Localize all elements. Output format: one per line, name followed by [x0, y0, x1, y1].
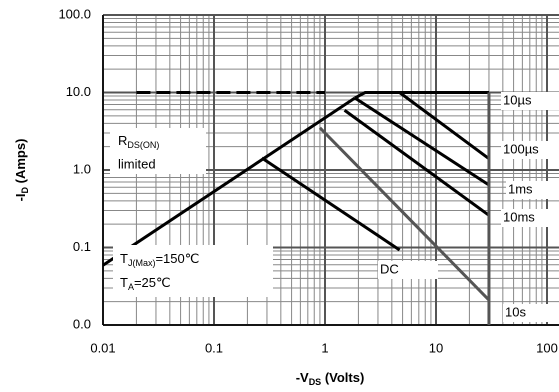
- x-tick-label: 0.01: [90, 340, 115, 355]
- y-axis-label-suffix: (Amps): [13, 139, 28, 187]
- x-tick-label: 1: [321, 340, 328, 355]
- series-line: [318, 126, 491, 302]
- annotation: limited: [118, 156, 156, 171]
- annotation-sub: DS(ON): [127, 140, 159, 150]
- series-label-box: [378, 261, 438, 279]
- y-tick-label: 1.0: [73, 161, 91, 176]
- annotation-suffix: =25℃: [134, 275, 171, 290]
- y-axis-label: -ID (Amps): [13, 139, 30, 202]
- annotation-suffix: =150℃: [155, 251, 199, 266]
- y-tick-label: 10.0: [66, 84, 91, 99]
- annotation-sub: J(Max): [128, 258, 156, 268]
- series-label-box: [501, 141, 559, 159]
- x-axis-label-text: -V: [296, 370, 309, 385]
- annotation-text: T: [120, 251, 128, 266]
- x-tick-label: 10: [429, 340, 443, 355]
- y-axis-label-sub: D: [20, 186, 30, 193]
- series-line: [354, 91, 489, 100]
- series-line: [398, 91, 490, 160]
- series-label-box: [503, 304, 559, 322]
- x-axis-label: -VDS (Volts): [296, 370, 365, 387]
- y-axis-label-text: -I: [13, 193, 28, 201]
- annotation: TA=25℃: [120, 275, 171, 292]
- y-tick-label: 0.0: [73, 316, 91, 331]
- annotation-sub: A: [128, 282, 134, 292]
- x-axis-label-suffix: (Volts): [321, 370, 364, 385]
- annotation-text: R: [118, 133, 127, 148]
- series-label: 10µs: [503, 92, 532, 107]
- x-axis-label-sub: DS: [309, 377, 322, 387]
- series-label: 10s: [505, 304, 526, 319]
- series-label: 100µs: [503, 141, 539, 156]
- annotation-text: T: [120, 275, 128, 290]
- series-line: [343, 109, 490, 217]
- series-label-box: [506, 181, 559, 199]
- series-label: 10ms: [503, 209, 535, 224]
- series-label: 1ms: [508, 181, 533, 196]
- lines: [102, 91, 491, 325]
- series-label-box: [501, 209, 559, 227]
- series-line: [102, 96, 356, 267]
- annotation: TJ(Max)=150℃: [120, 251, 199, 268]
- annotation-box: [110, 128, 206, 174]
- series-label-box: [501, 92, 559, 110]
- annotation: RDS(ON): [118, 133, 159, 150]
- series-line: [261, 156, 401, 252]
- x-tick-label: 0.1: [205, 340, 223, 355]
- x-tick-label: 100: [536, 340, 558, 355]
- series-line: [354, 96, 490, 187]
- series-label: DC: [380, 261, 399, 276]
- annotation-box: [113, 245, 273, 297]
- y-tick-label: 0.1: [73, 239, 91, 254]
- y-tick-label: 100.0: [58, 6, 91, 21]
